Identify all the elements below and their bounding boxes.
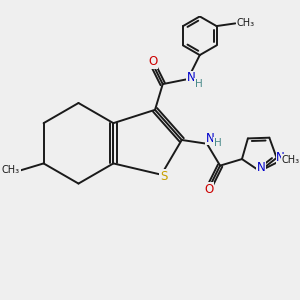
Text: H: H <box>214 138 222 148</box>
Text: O: O <box>204 183 213 196</box>
Text: CH₃: CH₃ <box>236 18 255 28</box>
Text: H: H <box>195 79 203 89</box>
Text: O: O <box>148 55 157 68</box>
Text: N: N <box>257 160 266 173</box>
Text: N: N <box>276 152 285 164</box>
Text: N: N <box>206 132 214 145</box>
Text: CH₃: CH₃ <box>281 154 299 164</box>
Text: N: N <box>187 71 195 84</box>
Text: S: S <box>160 169 167 182</box>
Text: CH₃: CH₃ <box>2 165 20 176</box>
